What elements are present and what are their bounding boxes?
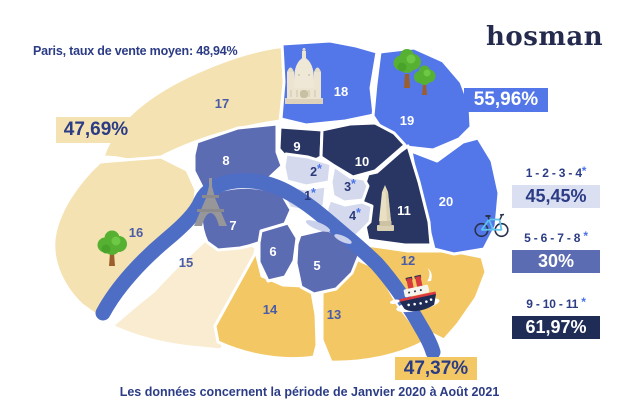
legend-label-central: 1 - 2 - 3 - 4* (525, 164, 587, 180)
northeast-rate-badge: 55,96% (464, 88, 548, 112)
legend-label-southwest: 5 - 6 - 7 - 8 * (524, 229, 588, 245)
asterisk: * (581, 164, 587, 178)
ile-de-la-cite (305, 220, 331, 232)
asterisk: * (583, 229, 588, 243)
district-10-label: 10 (355, 154, 369, 169)
district-20-label: 20 (439, 194, 453, 209)
obelisk-icon (377, 185, 394, 231)
legend-value-east: 61,97% (512, 316, 600, 339)
district-14-label: 14 (263, 302, 278, 317)
district-14-shape (213, 250, 319, 361)
district-labels: 17 18 19 20 16 15 14 13 12 11 10 9 8 7 6… (129, 84, 453, 322)
district-19-label: 19 (400, 113, 414, 128)
district-2-shape (282, 152, 333, 188)
district-13-label: 13 (327, 307, 341, 322)
page-title: Paris, taux de vente moyen: 48,94% (33, 44, 238, 58)
district-8-label: 8 (222, 153, 229, 168)
district-10-shape (319, 121, 407, 179)
bicycle-icon (474, 213, 509, 238)
legend-item-central: 1 - 2 - 3 - 4* 45,45% (512, 164, 600, 208)
district-5-label: 5 (313, 258, 320, 273)
legend-value-southwest: 30% (512, 250, 600, 273)
district-9-label: 9 (293, 139, 300, 154)
legend-value-central: 45,45% (512, 185, 600, 208)
district-6-shape (257, 221, 299, 283)
district-17-label: 17 (215, 96, 229, 111)
district-7-label: 7 (229, 218, 236, 233)
legend-item-east: 9 - 10 - 11 * 61,97% (512, 295, 600, 339)
district-3-label: 3* (344, 177, 356, 194)
boat-icon (389, 268, 440, 313)
legend-item-southwest: 5 - 6 - 7 - 8 * 30% (512, 229, 600, 273)
district-2-label: 2* (310, 162, 322, 179)
footer-note: Les données concernent la période de Jan… (119, 385, 500, 399)
west-rate-badge: 47,69% (56, 117, 136, 143)
hosman-logo: hosman (486, 22, 604, 52)
district-shapes (52, 39, 501, 364)
district-12-label: 12 (401, 253, 415, 268)
sacre-coeur-icon (285, 48, 323, 104)
district-3-shape (329, 164, 370, 204)
northeast-trees-icon (393, 49, 436, 95)
southeast-rate-badge: 47,37% (395, 357, 477, 380)
eiffel-tower-icon (194, 178, 227, 226)
district-6-label: 6 (269, 244, 276, 259)
legend-label-east: 9 - 10 - 11 * (526, 295, 586, 311)
district-16-label: 16 (129, 225, 143, 240)
district-11-label: 11 (397, 203, 411, 218)
west-tree-icon (97, 230, 127, 266)
ile-saint-louis (334, 234, 352, 244)
district-15-label: 15 (179, 255, 193, 270)
district-19-shape (371, 46, 473, 152)
district-1-label: 1* (304, 186, 316, 203)
district-4-label: 4* (349, 206, 361, 223)
asterisk: * (581, 295, 586, 309)
district-18-label: 18 (334, 84, 348, 99)
